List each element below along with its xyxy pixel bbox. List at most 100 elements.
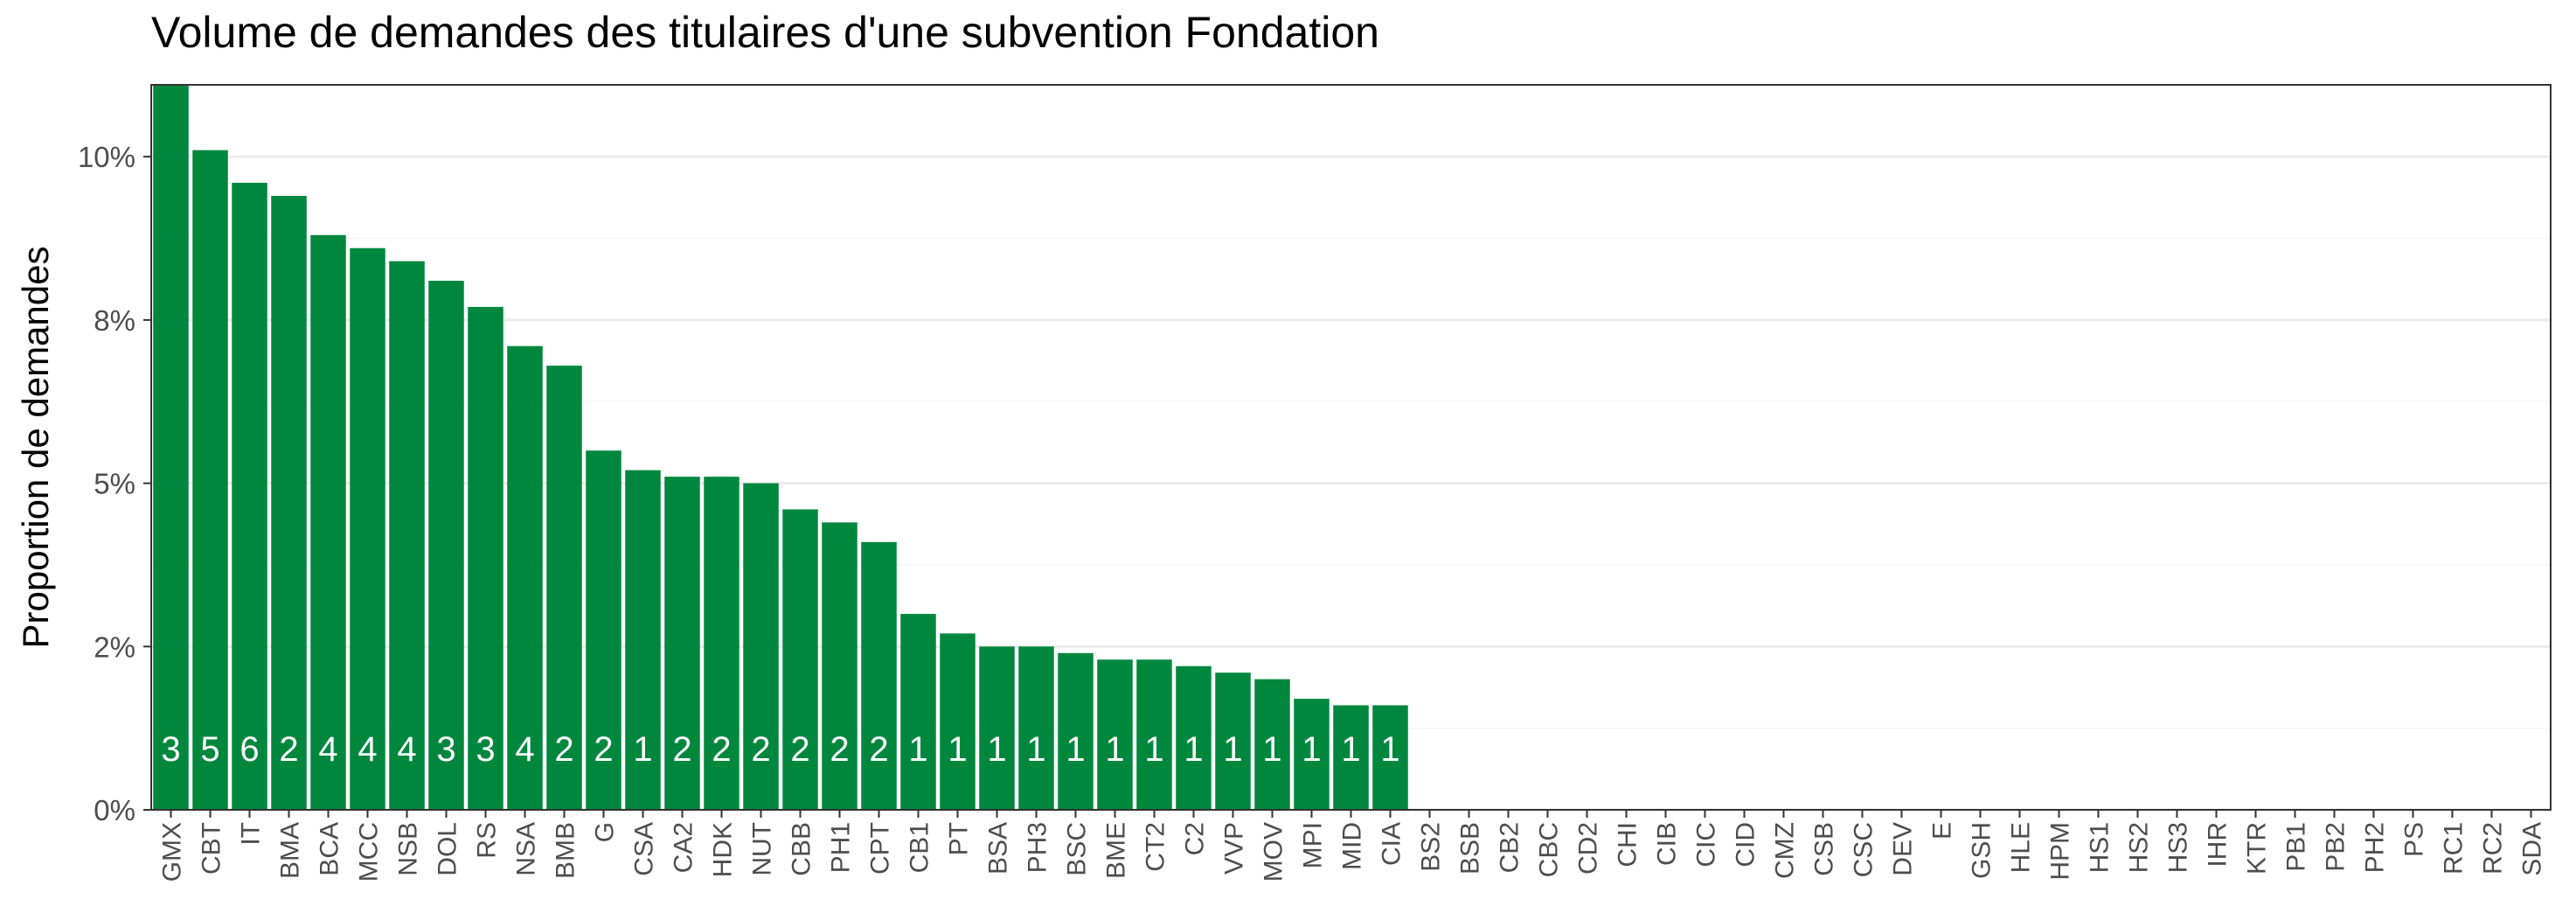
- x-tick-label-VVP: VVP: [1220, 822, 1249, 875]
- x-tick-label-IHR: IHR: [2204, 822, 2232, 868]
- x-tick-label-GMX: GMX: [158, 822, 187, 882]
- x-tick-label-CSB: CSB: [1810, 822, 1839, 876]
- x-tick-label-HS3: HS3: [2164, 822, 2193, 873]
- x-tick-label-E: E: [1928, 822, 1957, 840]
- bar-IT: [232, 183, 267, 810]
- bars: [153, 85, 1408, 811]
- data-label-BSA: 1: [987, 730, 1006, 769]
- data-label-BMA: 2: [279, 730, 298, 769]
- x-tick-label-CB2: CB2: [1496, 822, 1524, 873]
- bar-BMA: [271, 195, 307, 810]
- data-label-PH1: 2: [830, 730, 849, 769]
- bar-CPT: [861, 541, 897, 810]
- data-label-BME: 1: [1105, 730, 1124, 769]
- bar-PH1: [822, 522, 858, 810]
- data-label-RS: 3: [476, 730, 495, 769]
- x-tick-label-BSB: BSB: [1456, 822, 1485, 875]
- data-label-NSB: 4: [397, 730, 416, 769]
- x-tick-label-DEV: DEV: [1889, 822, 1918, 876]
- bar-MOV: [1254, 679, 1290, 810]
- bar-BSA: [979, 646, 1015, 810]
- x-tick-label-PS: PS: [2400, 822, 2429, 857]
- x-tick-label-PH2: PH2: [2361, 822, 2390, 873]
- bar-DOL: [428, 281, 464, 810]
- data-label-NUT: 2: [751, 730, 770, 769]
- x-tick-label-PB1: PB1: [2282, 822, 2311, 872]
- x-tick-label-HS2: HS2: [2125, 822, 2154, 873]
- data-label-CPT: 2: [869, 730, 888, 769]
- y-tick-label: 5%: [94, 468, 135, 500]
- data-label-MCC: 4: [358, 730, 377, 769]
- x-tick-label-BSC: BSC: [1063, 822, 1092, 876]
- x-tick-label-PH3: PH3: [1024, 822, 1052, 873]
- x-tick-label-HPM: HPM: [2046, 822, 2075, 881]
- bar-CT2: [1136, 659, 1172, 810]
- bar-BSC: [1058, 652, 1094, 810]
- y-tick-label: 0%: [94, 794, 135, 826]
- bar-MPI: [1294, 699, 1330, 810]
- axes: GMX CBT IT BMA BCA MCC NSB DOL RS NSA BMB G CSA CA2 HD…: [78, 141, 2547, 882]
- x-tick-label-CBB: CBB: [788, 822, 816, 876]
- data-label-NSA: 4: [515, 730, 534, 769]
- x-tick-label-IT: IT: [237, 822, 266, 846]
- x-tick-label-BMA: BMA: [276, 822, 305, 879]
- bar-G: [586, 450, 621, 810]
- bar-BME: [1097, 659, 1133, 810]
- bar-CA2: [664, 477, 700, 810]
- data-label-C2: 1: [1184, 730, 1203, 769]
- x-tick-label-RS: RS: [473, 822, 502, 859]
- bar-CBT: [192, 150, 228, 810]
- x-tick-label-CB1: CB1: [906, 822, 934, 873]
- x-tick-label-CIC: CIC: [1692, 822, 1721, 868]
- data-label-BMB: 2: [554, 730, 573, 769]
- bar-GMX: [153, 85, 189, 810]
- x-tick-label-CIB: CIB: [1653, 822, 1682, 866]
- data-label-PT: 1: [948, 730, 967, 769]
- data-label-CBB: 2: [790, 730, 809, 769]
- data-label-CIA: 1: [1380, 730, 1399, 769]
- x-tick-label-HDK: HDK: [709, 822, 738, 877]
- x-tick-label-NSA: NSA: [512, 822, 541, 876]
- x-tick-label-CSA: CSA: [630, 822, 659, 876]
- y-tick-label: 10%: [78, 141, 135, 173]
- bar-CSA: [625, 470, 661, 810]
- x-tick-label-PT: PT: [945, 822, 974, 855]
- x-tick-label-BME: BME: [1102, 822, 1131, 879]
- bar-C2: [1176, 666, 1212, 810]
- y-axis-title: Proportion de demandes: [15, 247, 56, 649]
- data-label-CB1: 1: [908, 730, 927, 769]
- data-label-MOV: 1: [1262, 730, 1281, 769]
- data-label-BCA: 4: [318, 730, 337, 769]
- data-label-MID: 1: [1341, 730, 1360, 769]
- x-tick-label-CBC: CBC: [1535, 822, 1564, 877]
- x-tick-label-CBT: CBT: [198, 822, 226, 875]
- data-label-CT2: 1: [1144, 730, 1163, 769]
- data-label-CSA: 1: [633, 730, 652, 769]
- y-tick-label: 2%: [94, 631, 135, 663]
- x-tick-label-BMB: BMB: [552, 822, 580, 879]
- x-tick-label-MPI: MPI: [1299, 822, 1328, 868]
- bar-HDK: [704, 477, 739, 810]
- x-tick-label-C2: C2: [1181, 822, 1210, 855]
- x-tick-label-GSH: GSH: [1968, 822, 1996, 879]
- x-tick-label-NUT: NUT: [748, 822, 777, 876]
- data-label-PH3: 1: [1026, 730, 1045, 769]
- data-label-BSC: 1: [1066, 730, 1085, 769]
- x-tick-label-CID: CID: [1732, 822, 1760, 868]
- x-tick-label-G: G: [591, 822, 620, 842]
- bar-PT: [940, 633, 976, 810]
- x-tick-label-BSA: BSA: [984, 822, 1013, 875]
- x-tick-label-NSB: NSB: [394, 822, 423, 876]
- data-label-VVP: 1: [1223, 730, 1242, 769]
- x-tick-label-KTR: KTR: [2243, 822, 2272, 875]
- data-label-IT: 6: [240, 730, 259, 769]
- bar-VVP: [1215, 673, 1251, 810]
- bar-BCA: [310, 234, 346, 810]
- x-tick-label-PB2: PB2: [2322, 822, 2350, 872]
- x-tick-label-MID: MID: [1338, 822, 1367, 870]
- data-label-HDK: 2: [712, 730, 731, 769]
- bar-CB1: [900, 613, 936, 810]
- x-tick-label-CHI: CHI: [1614, 822, 1642, 868]
